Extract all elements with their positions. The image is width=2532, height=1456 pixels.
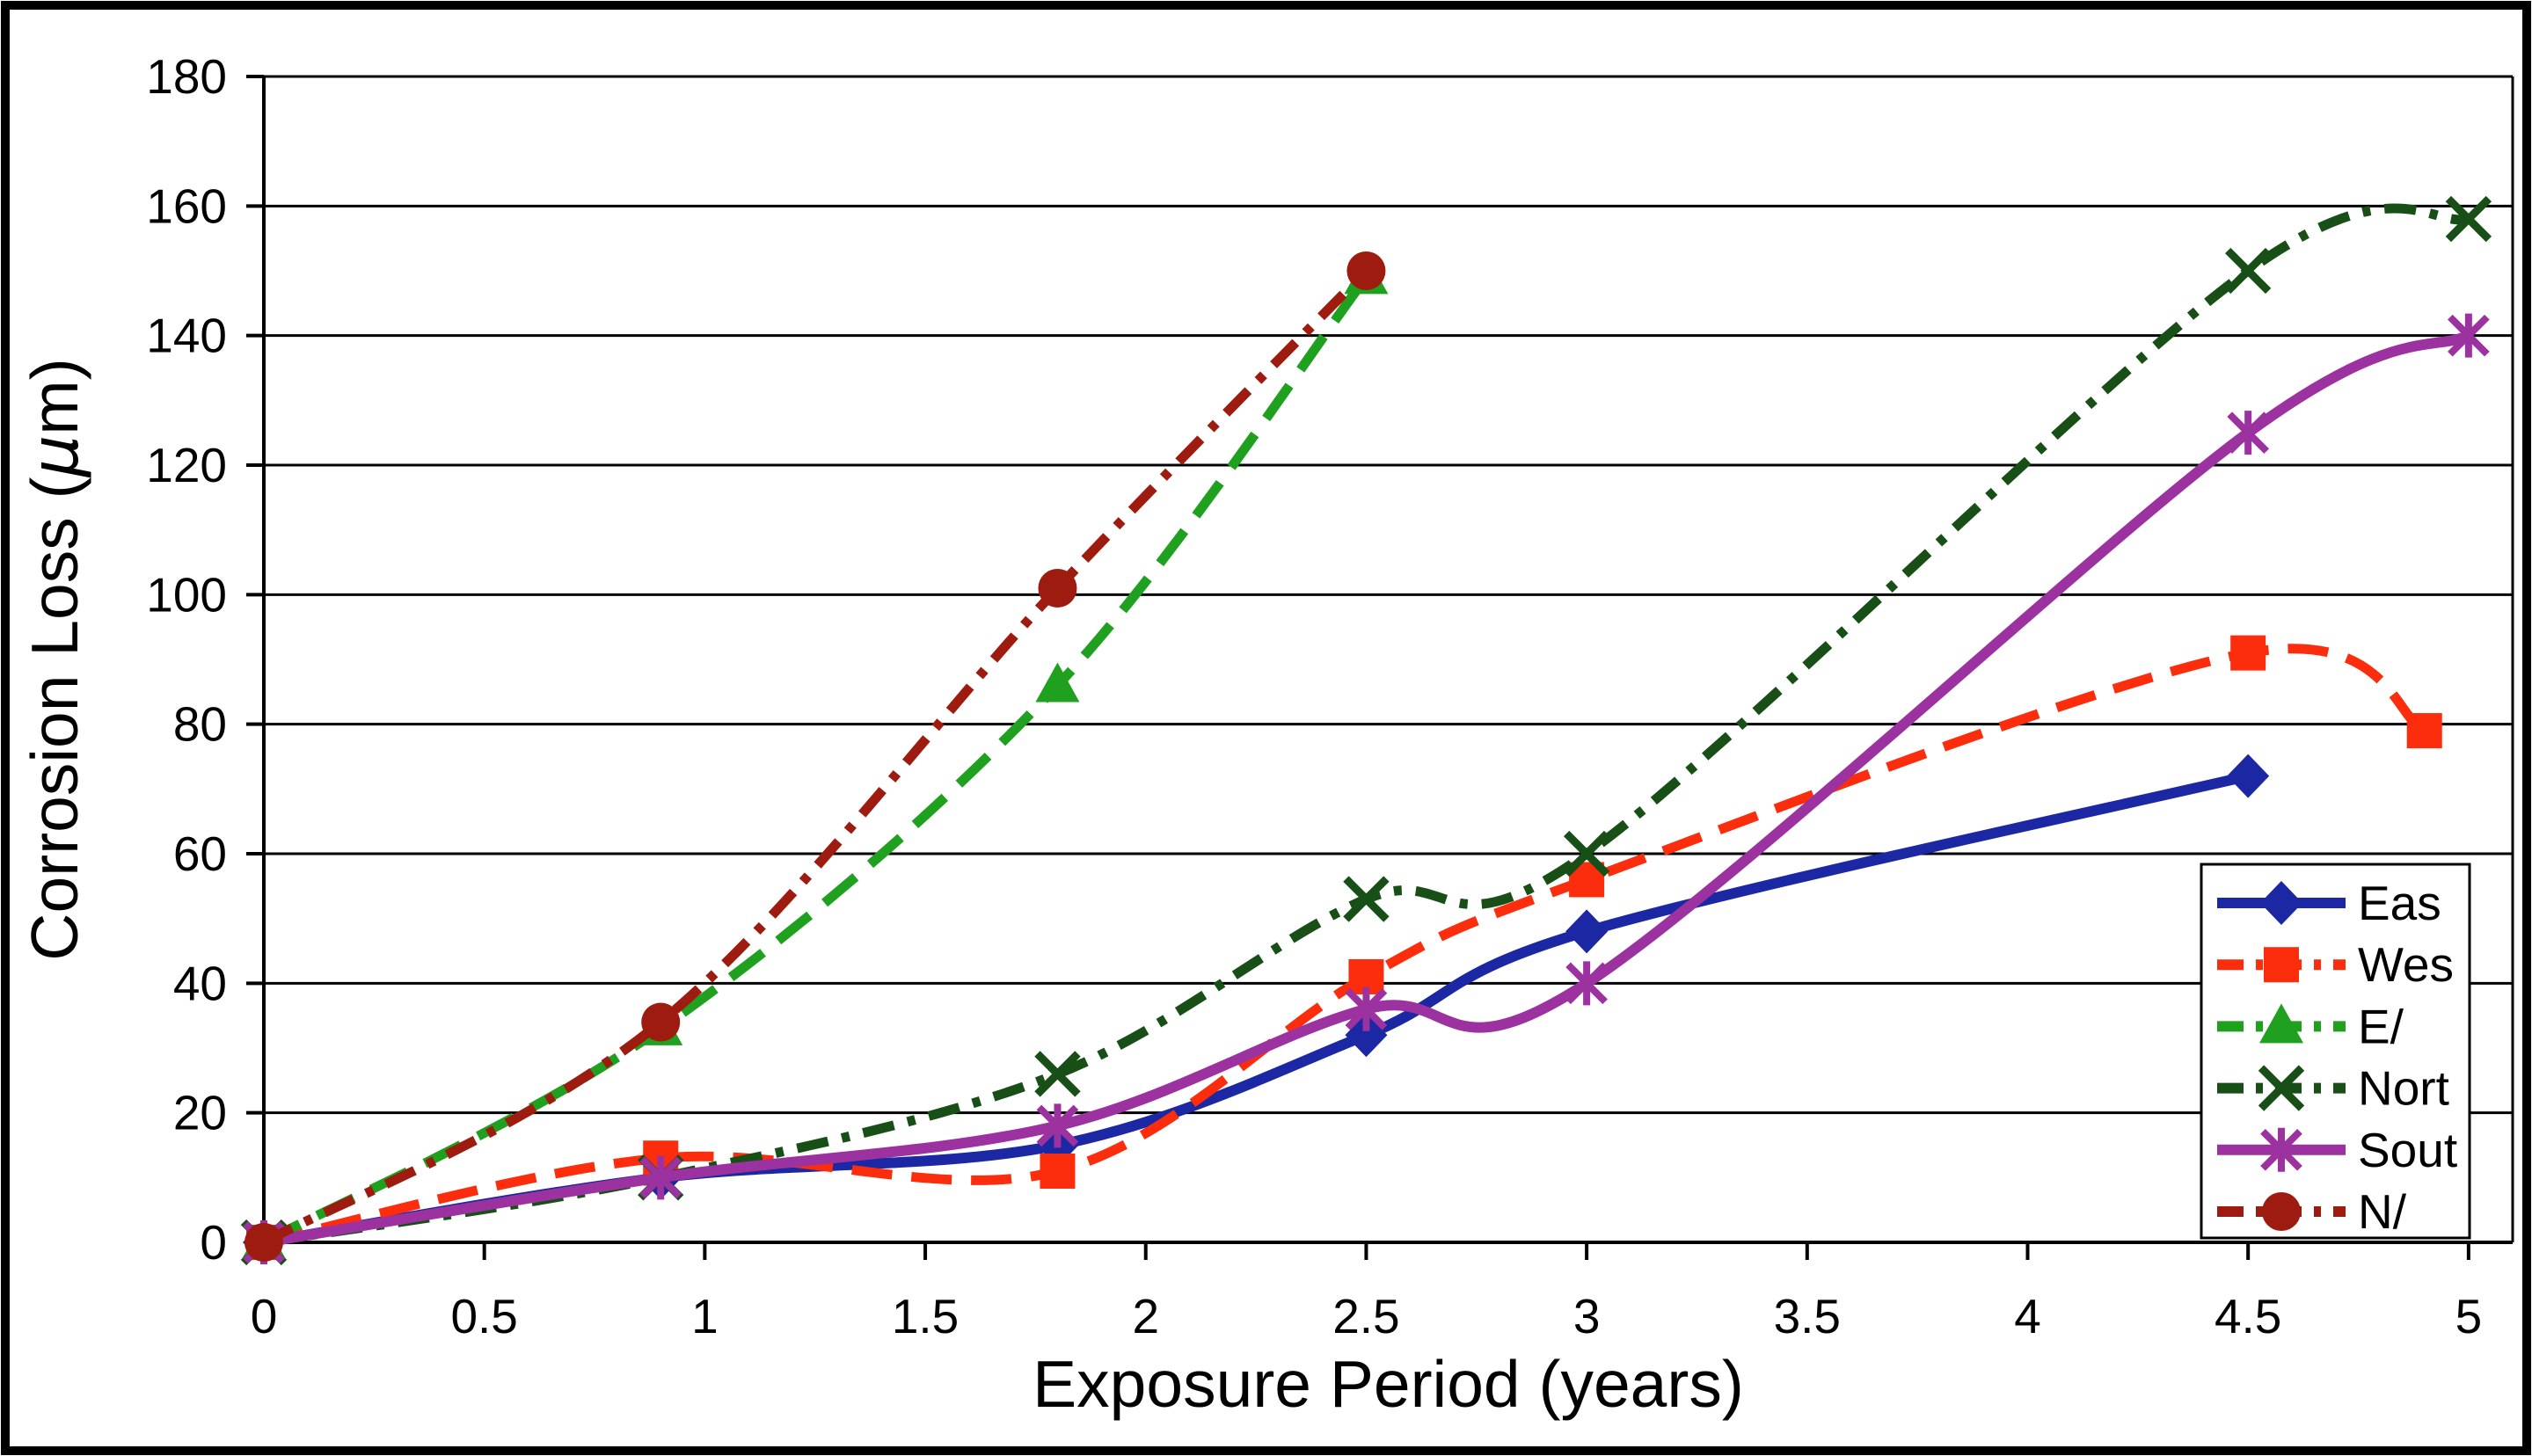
- x-axis-title: Exposure Period (years): [1033, 1347, 1744, 1421]
- marker-Sout-2: [1036, 1103, 1079, 1148]
- marker-N/-2: [1038, 568, 1077, 608]
- x-tick-label-4: 4: [2014, 1289, 2041, 1343]
- x-tick-label-2.5: 2.5: [1332, 1289, 1399, 1343]
- circle-shape: [641, 1002, 681, 1042]
- marker-Eas-5: [2227, 753, 2270, 798]
- legend-label-Eas: Eas: [2358, 876, 2441, 930]
- y-tick-label-180: 180: [146, 49, 227, 104]
- marker-Nort-3: [1343, 876, 1390, 922]
- circle-shape: [2262, 1192, 2301, 1231]
- circle-shape: [1346, 251, 1386, 290]
- marker-Wes-6: [2406, 713, 2442, 749]
- marker-Sout-4: [1565, 961, 1608, 1006]
- marker-Sout-1: [639, 1155, 682, 1200]
- asterisk-stroke-3: [1036, 1104, 1079, 1147]
- asterisk-stroke-3: [1345, 987, 1388, 1030]
- y-tick-label-40: 40: [173, 956, 227, 1010]
- marker-Nort-4: [1563, 830, 1610, 877]
- legend-entry-N/: N/: [2217, 1184, 2407, 1239]
- marker-E/-2: [1035, 662, 1080, 703]
- diamond-shape: [1565, 909, 1609, 954]
- y-tick-label-0: 0: [200, 1215, 227, 1270]
- x-stroke-2: [2445, 195, 2492, 243]
- marker-Sout-6: [2448, 313, 2490, 358]
- legend-label-Nort: Nort: [2358, 1061, 2449, 1116]
- marker-Eas-4: [1565, 909, 1609, 954]
- y-axis-title: Corrosion Loss (μm): [16, 358, 93, 960]
- square-shape: [2406, 713, 2442, 749]
- legend-marker-Eas: [2260, 881, 2302, 925]
- triangle-shape: [2259, 1003, 2303, 1044]
- y-tick-label-60: 60: [173, 826, 227, 881]
- legend-marker-Nort: [2258, 1065, 2305, 1111]
- marker-N/-3: [1346, 251, 1386, 290]
- x-stroke-2: [2258, 1065, 2305, 1111]
- marker-Sout-3: [1345, 986, 1388, 1031]
- x-stroke-2: [1343, 876, 1390, 922]
- marker-Nort-2: [1034, 1051, 1081, 1097]
- x-tick-label-5: 5: [2455, 1289, 2483, 1343]
- diamond-shape: [2260, 881, 2302, 925]
- asterisk-stroke-3: [1565, 962, 1608, 1005]
- square-shape: [2264, 947, 2299, 983]
- x-tick-label-1: 1: [691, 1289, 719, 1343]
- asterisk-stroke-3: [639, 1156, 682, 1199]
- circle-shape: [1038, 568, 1077, 608]
- x-tick-label-2: 2: [1132, 1289, 1159, 1343]
- legend-marker-E/: [2259, 1003, 2303, 1044]
- asterisk-stroke-3: [2260, 1128, 2302, 1171]
- asterisk-stroke-3: [2448, 314, 2490, 357]
- legend-marker-N/: [2262, 1192, 2301, 1231]
- x-tick-label-1.5: 1.5: [892, 1289, 959, 1343]
- legend-entry-E/: E/: [2217, 999, 2404, 1053]
- y-tick-label-20: 20: [173, 1086, 227, 1140]
- marker-Wes-2: [1040, 1153, 1076, 1189]
- marker-N/-0: [244, 1223, 283, 1262]
- y-tick-label-100: 100: [146, 567, 227, 622]
- triangle-shape: [1035, 662, 1080, 703]
- circle-shape: [244, 1223, 283, 1262]
- y-tick-label-120: 120: [146, 438, 227, 492]
- x-stroke-2: [2224, 247, 2272, 295]
- x-tick-label-0.5: 0.5: [450, 1289, 517, 1343]
- legend-entry-Sout: Sout: [2217, 1123, 2457, 1177]
- marker-Wes-5: [2230, 635, 2266, 671]
- marker-Nort-6: [2445, 195, 2492, 243]
- x-tick-label-4.5: 4.5: [2215, 1289, 2281, 1343]
- x-stroke-2: [1563, 830, 1610, 877]
- legend-marker-Sout: [2260, 1127, 2302, 1172]
- y-tick-label-160: 160: [146, 178, 227, 233]
- series-line-N/: [261, 267, 1370, 1247]
- asterisk-stroke-3: [2227, 411, 2270, 454]
- legend-box: [2200, 863, 2471, 1240]
- y-tick-label-140: 140: [146, 309, 227, 363]
- marker-N/-1: [641, 1002, 681, 1042]
- diamond-shape: [2227, 753, 2270, 798]
- marker-Sout-5: [2227, 411, 2270, 455]
- x-stroke-2: [1034, 1051, 1081, 1097]
- x-tick-label-3: 3: [1573, 1289, 1601, 1343]
- marker-Nort-5: [2224, 247, 2272, 295]
- x-tick-label-0: 0: [251, 1289, 278, 1343]
- legend-entry-Eas: Eas: [2217, 876, 2441, 930]
- legend-label-Sout: Sout: [2358, 1123, 2457, 1177]
- square-shape: [2230, 635, 2266, 671]
- y-tick-label-80: 80: [173, 697, 227, 752]
- x-tick-label-3.5: 3.5: [1774, 1289, 1841, 1343]
- legend-marker-Wes: [2264, 947, 2299, 983]
- square-shape: [1040, 1153, 1076, 1189]
- legend-label-N/: N/: [2358, 1184, 2407, 1239]
- legend-entry-Nort: Nort: [2217, 1061, 2449, 1116]
- legend-label-E/: E/: [2358, 999, 2404, 1053]
- legend-label-Wes: Wes: [2358, 937, 2454, 992]
- legend-entry-Wes: Wes: [2217, 937, 2454, 992]
